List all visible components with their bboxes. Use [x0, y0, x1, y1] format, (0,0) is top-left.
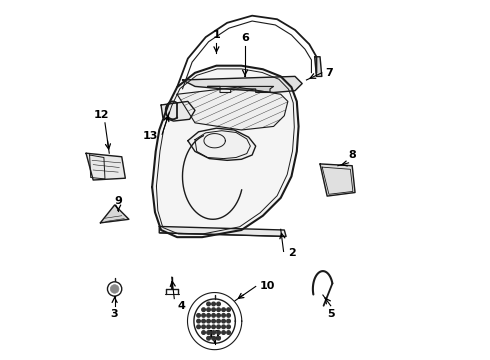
Polygon shape: [152, 66, 298, 237]
Circle shape: [207, 337, 210, 340]
Circle shape: [207, 308, 210, 311]
Text: 4: 4: [177, 301, 185, 311]
Circle shape: [217, 308, 221, 311]
Circle shape: [207, 314, 210, 317]
Polygon shape: [315, 57, 322, 76]
Circle shape: [212, 331, 215, 334]
Polygon shape: [100, 205, 129, 223]
Circle shape: [217, 302, 221, 306]
Text: 12: 12: [94, 110, 109, 120]
Circle shape: [212, 319, 215, 323]
Text: 11: 11: [207, 330, 222, 340]
Circle shape: [212, 308, 215, 311]
Circle shape: [222, 331, 225, 334]
Text: 10: 10: [259, 282, 275, 292]
Circle shape: [207, 302, 210, 306]
Circle shape: [110, 285, 119, 293]
Circle shape: [217, 314, 221, 317]
Circle shape: [212, 325, 215, 329]
Circle shape: [217, 337, 221, 340]
Text: 3: 3: [111, 309, 119, 319]
Circle shape: [207, 319, 210, 323]
Circle shape: [227, 319, 230, 323]
Circle shape: [212, 314, 215, 317]
Text: 2: 2: [288, 248, 295, 258]
Circle shape: [202, 308, 205, 311]
Circle shape: [227, 314, 230, 317]
Polygon shape: [159, 226, 286, 237]
Circle shape: [222, 314, 225, 317]
Text: 13: 13: [143, 131, 159, 141]
Circle shape: [227, 331, 230, 334]
Circle shape: [222, 308, 225, 311]
Circle shape: [227, 308, 230, 311]
Circle shape: [217, 325, 221, 329]
Circle shape: [207, 331, 210, 334]
Text: 8: 8: [348, 150, 356, 160]
Circle shape: [207, 325, 210, 329]
Circle shape: [212, 302, 215, 306]
Circle shape: [202, 319, 205, 323]
Text: 7: 7: [325, 68, 333, 78]
Circle shape: [197, 319, 200, 323]
Polygon shape: [320, 164, 355, 196]
Text: 1: 1: [213, 30, 220, 40]
Polygon shape: [188, 128, 256, 160]
Circle shape: [202, 314, 205, 317]
Circle shape: [227, 325, 230, 329]
Polygon shape: [182, 76, 302, 93]
Circle shape: [202, 331, 205, 334]
Text: 9: 9: [114, 196, 122, 206]
Text: 5: 5: [327, 309, 335, 319]
Circle shape: [212, 337, 215, 340]
Circle shape: [217, 331, 221, 334]
Circle shape: [222, 319, 225, 323]
Polygon shape: [161, 102, 195, 121]
Circle shape: [197, 314, 200, 317]
Polygon shape: [86, 153, 125, 180]
Polygon shape: [207, 86, 273, 93]
Circle shape: [222, 325, 225, 329]
Circle shape: [197, 325, 200, 329]
Text: 6: 6: [241, 33, 249, 43]
Circle shape: [217, 319, 221, 323]
Polygon shape: [177, 87, 288, 130]
Circle shape: [202, 325, 205, 329]
